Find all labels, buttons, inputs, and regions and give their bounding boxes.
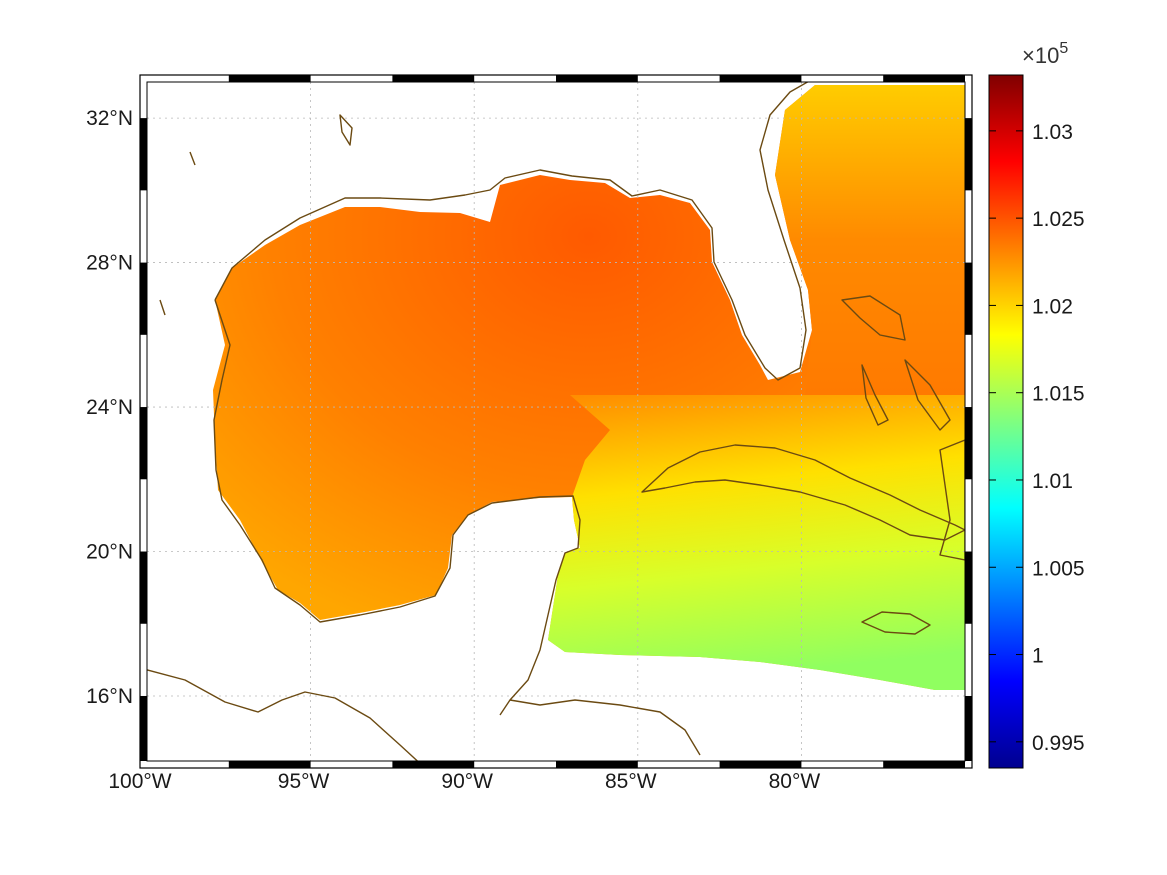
frame-segment-bottom-5 — [556, 761, 638, 768]
coastline-cuba — [641, 444, 965, 541]
grid-lines — [147, 82, 965, 761]
coastline-jamaica — [861, 611, 931, 635]
frame-segment-bottom-7 — [719, 761, 802, 768]
coastlines — [147, 82, 965, 761]
colorbar-tick-label-3: 1.015 — [1032, 383, 1085, 406]
colorbar-tick-label-2: 1.02 — [1032, 295, 1073, 318]
colorbar-scale — [988, 74, 1024, 769]
frame-segment-right-0 — [965, 695, 972, 761]
colorbar-tick-label-4: 1.01 — [1032, 470, 1073, 493]
colorbar-ticks: 1.03 1.025 1.02 1.015 1.01 1.005 1 0.995 — [989, 121, 1085, 755]
coastline-hispaniola — [939, 439, 965, 561]
frame-segment-left-0 — [140, 695, 147, 761]
lon-tick-label-1: 95°W — [278, 770, 330, 793]
lat-tick-label-1: 28°N — [86, 252, 133, 275]
lon-tick-label-2: 90°W — [441, 770, 493, 793]
frame-segment-bottom-3 — [392, 761, 475, 768]
frame-segment-left-4 — [140, 407, 147, 480]
caribbean-field — [548, 395, 965, 690]
lat-tick-label-3: 20°N — [86, 541, 133, 564]
longitude-labels: 100°W 95°W 90°W 85°W 80°W — [108, 770, 820, 793]
lat-tick-label-0: 32°N — [86, 107, 133, 130]
colorbar-tick-label-6: 1 — [1032, 645, 1044, 668]
frame-segment-left-2 — [140, 551, 147, 624]
frame-segment-bottom-1 — [228, 761, 311, 768]
frame-segment-left-8 — [140, 118, 147, 191]
colorbar-exponent: 5 — [1059, 40, 1068, 57]
colorbar-multiplier: ×105 — [1022, 40, 1068, 68]
colorbar-tick-label-7: 0.995 — [1032, 732, 1085, 755]
colorbar-tick-label-0: 1.03 — [1032, 121, 1073, 144]
coastline-central-america — [509, 699, 701, 756]
coastline-islands-west — [159, 114, 353, 316]
frame-segment-right-8 — [965, 118, 972, 191]
frame-segment-bottom-9 — [883, 761, 965, 768]
lon-tick-label-3: 85°W — [605, 770, 657, 793]
frame-segment-right-2 — [965, 551, 972, 624]
frame-segment-top-9 — [883, 75, 965, 82]
frame-segment-top-7 — [719, 75, 802, 82]
colorbar: 1.03 1.025 1.02 1.015 1.01 1.005 1 0.995 ×105 — [988, 40, 1085, 769]
lon-tick-label-4: 80°W — [769, 770, 821, 793]
coastline-bahamas — [841, 295, 951, 431]
colorbar-tick-label-1: 1.025 — [1032, 208, 1085, 231]
lon-tick-label-0: 100°W — [108, 770, 171, 793]
lat-tick-label-4: 16°N — [86, 685, 133, 708]
frame-segment-right-4 — [965, 407, 972, 480]
atlantic-field — [775, 85, 965, 395]
coastline-pacific — [147, 669, 419, 761]
lat-tick-label-2: 24°N — [86, 396, 133, 419]
frame-segment-left-6 — [140, 262, 147, 335]
colorbar-tick-label-5: 1.005 — [1032, 557, 1085, 580]
map-frame — [139, 74, 973, 769]
frame-segment-top-3 — [392, 75, 475, 82]
frame-segment-right-6 — [965, 262, 972, 335]
frame-segment-top-5 — [556, 75, 638, 82]
pressure-field — [213, 85, 965, 690]
coastline-mexico-gulf — [213, 299, 581, 716]
frame-segment-top-1 — [228, 75, 311, 82]
coastline-us-mexico — [214, 82, 809, 381]
latitude-labels: 32°N 28°N 24°N 20°N 16°N — [86, 107, 133, 708]
